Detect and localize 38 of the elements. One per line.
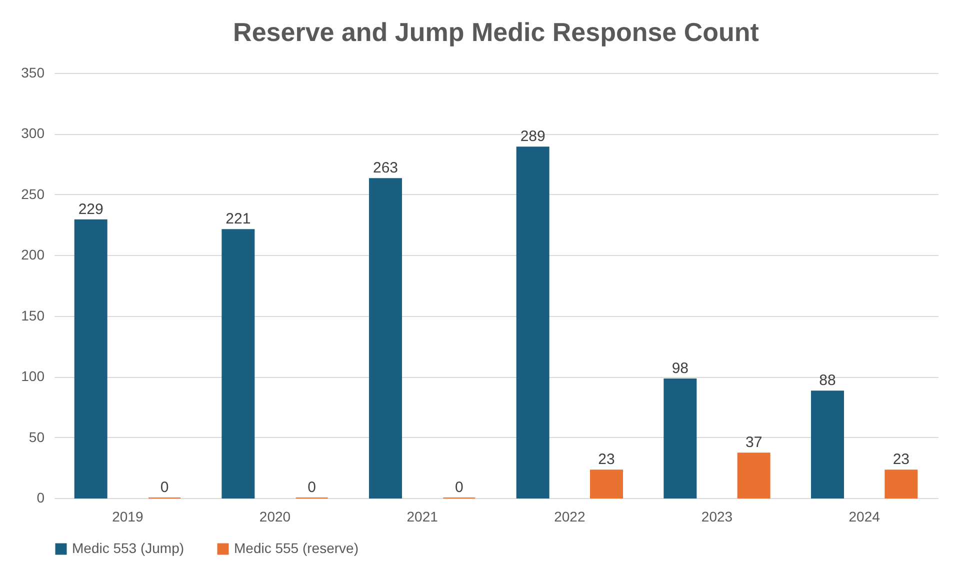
bar xyxy=(74,219,108,498)
x-tick-label: 2020 xyxy=(259,508,291,524)
x-tick-label: 2024 xyxy=(848,508,880,524)
y-tick-label: 50 xyxy=(28,428,45,445)
bar xyxy=(369,178,402,498)
y-tick-label: 100 xyxy=(21,368,45,384)
data-label: 37 xyxy=(745,434,762,452)
data-label: 229 xyxy=(78,200,104,218)
chart-title: Reserve and Jump Medic Response Count xyxy=(233,17,760,47)
data-label: 0 xyxy=(454,479,464,496)
bar xyxy=(737,452,770,498)
y-tick-label: 300 xyxy=(21,125,45,142)
data-label: 263 xyxy=(372,160,398,177)
data-label: 221 xyxy=(226,210,251,228)
bar xyxy=(664,378,697,498)
data-label: 88 xyxy=(819,372,836,390)
bar xyxy=(811,390,844,498)
data-label: 0 xyxy=(308,479,316,496)
data-label: 289 xyxy=(520,128,546,146)
data-label: 23 xyxy=(892,451,910,468)
x-tick-label: 2023 xyxy=(701,508,733,524)
y-tick-label: 0 xyxy=(36,490,45,506)
data-label: 98 xyxy=(672,360,689,377)
y-tick-label: 200 xyxy=(21,246,45,263)
bar xyxy=(590,470,623,498)
x-tick-label: 2021 xyxy=(406,508,438,524)
y-tick-label: 350 xyxy=(21,64,45,80)
x-tick-label: 2022 xyxy=(554,508,586,524)
data-label: 23 xyxy=(598,451,615,468)
x-tick-label: 2019 xyxy=(112,508,144,524)
bar xyxy=(516,146,550,498)
data-label: 0 xyxy=(160,479,169,496)
bar xyxy=(884,470,918,498)
y-tick-label: 250 xyxy=(21,186,45,202)
legend-label: Medic 555 (reserve) xyxy=(234,540,358,556)
y-tick-label: 150 xyxy=(21,307,45,324)
legend-label: Medic 553 (Jump) xyxy=(72,540,184,556)
bar xyxy=(222,229,255,498)
